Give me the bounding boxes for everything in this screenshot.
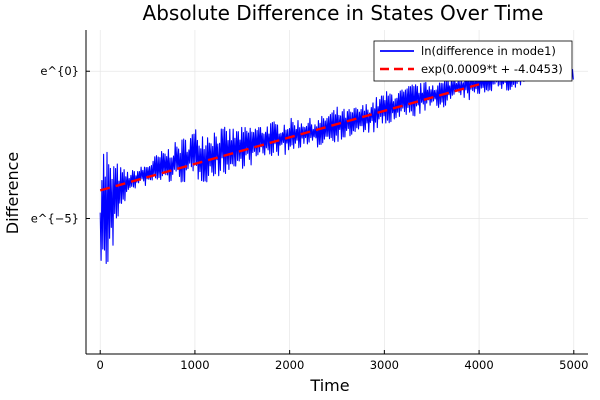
series-line-fit — [99, 83, 480, 192]
legend-box — [373, 40, 573, 82]
legend: ln(difference in mode1) exp(0.0009*t + -… — [373, 40, 573, 82]
y-tick-label-0: e^{−5} — [31, 212, 79, 226]
y-axis-ticks: e^{−5} e^{0} — [31, 64, 90, 226]
x-axis-ticks: 0 1000 2000 3000 4000 5000 — [97, 350, 588, 372]
y-axis-label: Difference — [3, 152, 22, 234]
axes — [85, 30, 588, 355]
legend-entry-fit: exp(0.0009*t + -4.0453) — [421, 62, 563, 76]
x-tick-label-3: 3000 — [370, 358, 399, 372]
y-tick-label-1: e^{0} — [40, 64, 79, 78]
chart-title: Absolute Difference in States Over Time — [143, 1, 544, 25]
x-tick-label-0: 0 — [97, 358, 104, 372]
x-axis-label: Time — [309, 376, 349, 395]
x-tick-label-1: 1000 — [180, 358, 209, 372]
grid — [86, 30, 588, 354]
x-tick-label-4: 4000 — [464, 358, 493, 372]
x-tick-label-2: 2000 — [275, 358, 304, 372]
legend-entry-difference: ln(difference in mode1) — [421, 44, 556, 58]
x-tick-label-5: 5000 — [559, 358, 588, 372]
